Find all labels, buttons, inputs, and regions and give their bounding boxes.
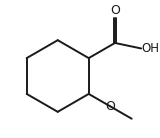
Text: O: O (105, 100, 115, 113)
Text: OH: OH (142, 42, 160, 55)
Text: O: O (110, 4, 120, 17)
